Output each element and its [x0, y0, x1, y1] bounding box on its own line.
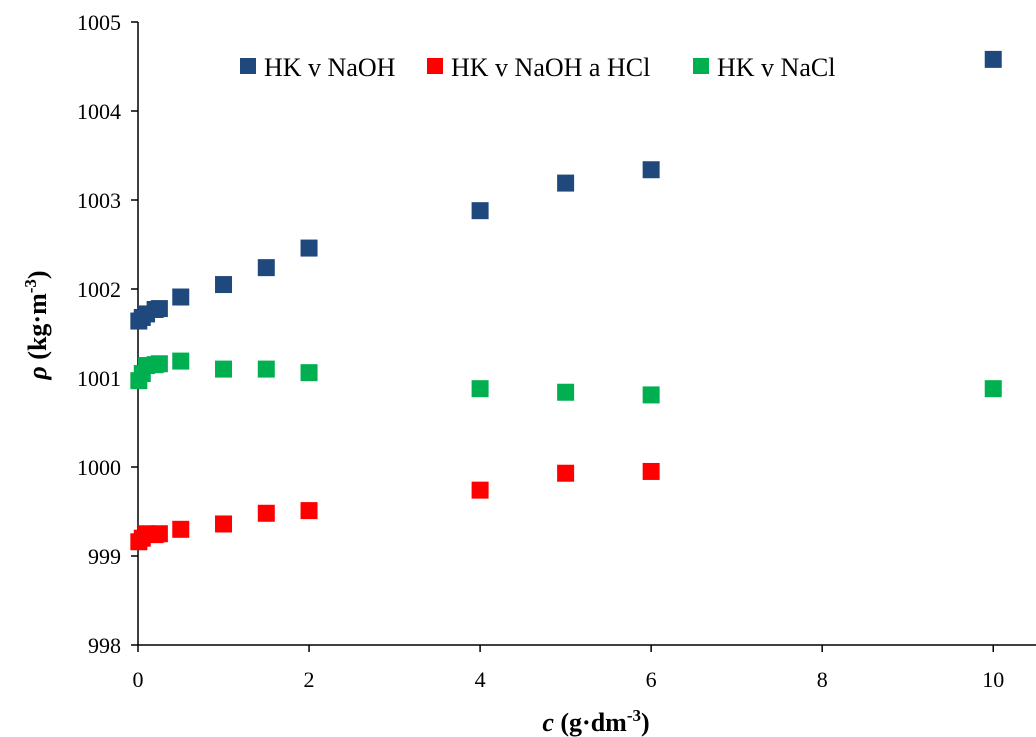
- legend-marker: [240, 58, 256, 74]
- x-tick-label: 2: [304, 667, 315, 692]
- legend-label: HK v NaOH a HCl: [451, 53, 650, 82]
- data-point: [471, 481, 489, 499]
- y-tick-label: 1001: [77, 366, 121, 391]
- x-axis-ticks: 0 2 4 6 8 10: [133, 645, 1004, 692]
- data-point: [215, 515, 233, 533]
- data-point: [257, 360, 275, 378]
- series-0: [130, 50, 1002, 330]
- data-point: [172, 288, 190, 306]
- data-point: [150, 525, 168, 543]
- legend-label: HK v NaOH: [264, 53, 396, 82]
- y-axis-symbol: ρ: [23, 366, 52, 380]
- x-axis-unit: (g·dm: [554, 708, 627, 737]
- y-tick-label: 1003: [77, 188, 121, 213]
- legend-marker: [427, 58, 443, 74]
- y-axis-unit-exponent: -3: [21, 279, 40, 293]
- x-axis-title: c (g·dm-3): [542, 706, 649, 737]
- series-2: [130, 352, 1002, 404]
- x-tick-label: 6: [646, 667, 657, 692]
- plot-area: 0 2 4 6 8 10 998 999 1000 1001 1002 1003 1004 1005: [77, 10, 1036, 692]
- data-point: [642, 462, 660, 480]
- legend-marker: [693, 58, 709, 74]
- data-series: [130, 50, 1002, 551]
- y-axis-title: ρ (kg·m-3): [21, 270, 52, 380]
- x-tick-label: 0: [133, 667, 144, 692]
- x-tick-label: 4: [475, 667, 486, 692]
- data-point: [172, 352, 190, 370]
- legend: HK v NaOH HK v NaOH a HCl HK v NaCl: [240, 53, 835, 82]
- y-tick-label: 1000: [77, 455, 121, 480]
- data-point: [984, 380, 1002, 398]
- x-tick-label: 10: [982, 667, 1004, 692]
- data-point: [471, 380, 489, 398]
- y-axis-unit-close: ): [23, 270, 52, 279]
- data-point: [642, 386, 660, 404]
- data-point: [257, 504, 275, 522]
- data-point: [984, 50, 1002, 68]
- y-axis-unit: (kg·m: [23, 293, 52, 366]
- data-point: [642, 161, 660, 179]
- y-tick-label: 1005: [77, 10, 121, 35]
- y-axis-ticks: 998 999 1000 1001 1002 1003 1004 1005: [77, 10, 138, 658]
- data-point: [557, 174, 575, 192]
- series-1: [130, 462, 660, 551]
- y-tick-label: 999: [88, 544, 121, 569]
- data-point: [215, 360, 233, 378]
- data-point: [471, 202, 489, 220]
- data-point: [150, 355, 168, 373]
- data-point: [150, 300, 168, 318]
- legend-label: HK v NaCl: [717, 53, 835, 82]
- data-point: [300, 364, 318, 382]
- x-axis-symbol: c: [542, 708, 554, 737]
- data-point: [257, 259, 275, 277]
- data-point: [300, 502, 318, 520]
- y-tick-label: 1004: [77, 99, 121, 124]
- data-point: [557, 464, 575, 482]
- y-tick-label: 998: [88, 633, 121, 658]
- x-tick-label: 8: [817, 667, 828, 692]
- x-axis-unit-close: ): [641, 708, 650, 737]
- x-axis-unit-exponent: -3: [627, 706, 641, 725]
- data-point: [172, 520, 190, 538]
- data-point: [557, 383, 575, 401]
- data-point: [300, 239, 318, 257]
- data-point: [215, 276, 233, 294]
- y-tick-label: 1002: [77, 277, 121, 302]
